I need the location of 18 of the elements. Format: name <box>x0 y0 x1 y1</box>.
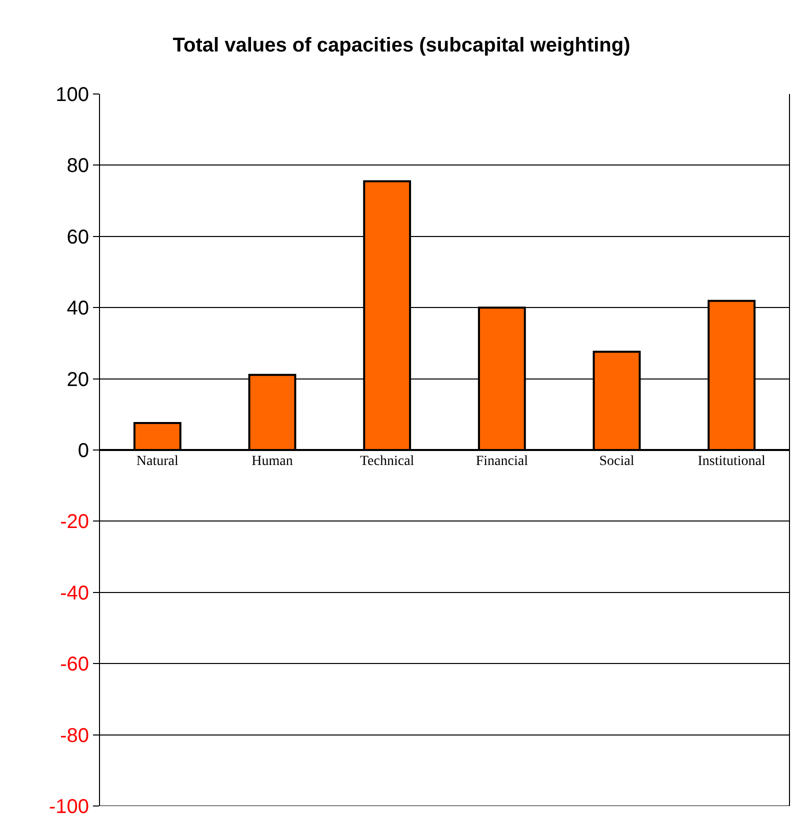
y-tick-label: -60 <box>60 654 89 676</box>
y-tick-label: -20 <box>60 511 89 534</box>
x-tick-label: Natural <box>136 454 179 469</box>
x-tick-label: Financial <box>476 454 528 469</box>
y-tick-label: 0 <box>78 440 89 462</box>
y-tick-label: -40 <box>60 582 89 604</box>
x-tick-label: Social <box>599 454 634 469</box>
y-tick-label: 40 <box>66 298 89 320</box>
y-tick-label: 20 <box>66 368 89 391</box>
x-tick-label: Institutional <box>698 454 766 469</box>
x-tick-label: Human <box>252 454 293 469</box>
y-tick-label: -100 <box>48 796 89 818</box>
x-tick-label: Technical <box>360 454 414 469</box>
y-tick-label: 60 <box>66 226 89 248</box>
y-tick-label: 80 <box>66 155 89 178</box>
y-tick-label: 100 <box>56 84 89 106</box>
y-tick-label: -80 <box>60 724 89 747</box>
chart-title: Total values of capacities (subcapital weighting) <box>172 34 630 56</box>
